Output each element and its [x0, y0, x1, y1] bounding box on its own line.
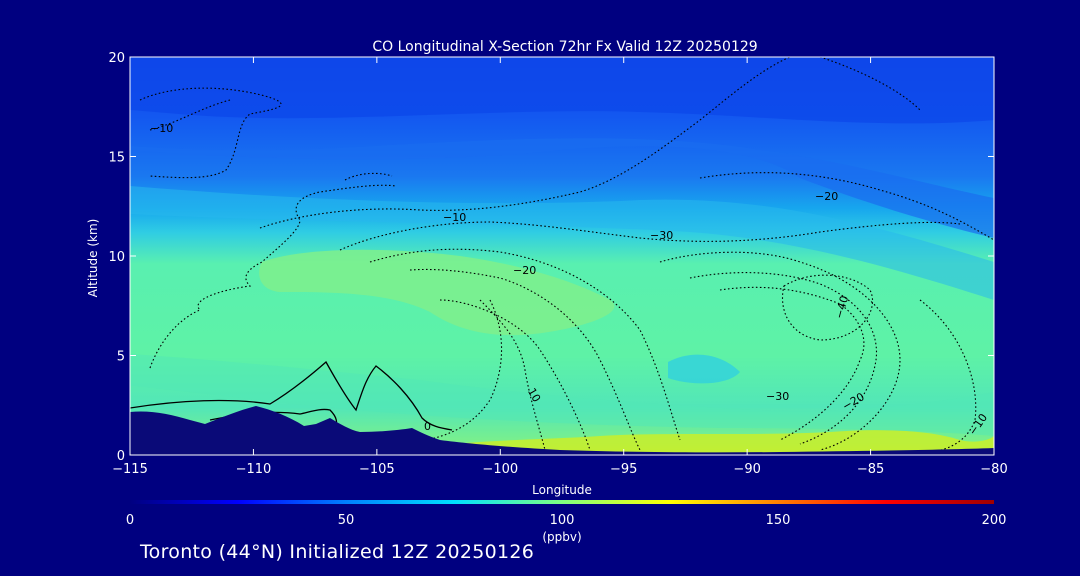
colorbar-tick-label: 100 — [550, 513, 575, 528]
contour-line — [149, 184, 397, 369]
zero-contour-line — [130, 360, 453, 431]
contour-line — [344, 172, 393, 181]
contour-line — [919, 299, 977, 453]
y-tick-label: 5 — [117, 350, 125, 365]
x-axis: −115 −110 −105 −100 −95 −90 −85 −80 Longitude — [112, 57, 1008, 497]
co-field-upper-band — [130, 57, 994, 124]
footer-text: Toronto (44°N) Initialized 12Z 20250126 — [140, 541, 535, 563]
co-field-midlevel-minimum — [668, 354, 740, 384]
colorbar: 0 50 100 150 200 (ppbv) — [126, 500, 1007, 544]
y-tick-label: 15 — [108, 151, 125, 166]
x-tick-label: −95 — [610, 462, 637, 477]
x-tick-label: −105 — [359, 462, 395, 477]
contour-label: −30 — [650, 229, 673, 242]
co-field-midlevel-maximum — [259, 249, 615, 336]
contour-line — [149, 99, 231, 131]
contour-line — [479, 299, 546, 451]
contour-line — [439, 299, 591, 451]
contour-label: −20 — [815, 190, 838, 203]
colorbar-ticks: 0 50 100 150 200 — [126, 513, 1007, 528]
contour-line — [782, 274, 874, 341]
y-tick-label: 20 — [108, 51, 125, 66]
contour-line — [139, 87, 282, 179]
y-tick-label: 10 — [108, 250, 125, 265]
contour-line — [339, 221, 961, 251]
y-axis: 0 5 10 15 20 Altitude (km) — [86, 51, 994, 464]
x-axis-ticks: −115 −110 −105 −100 −95 −90 −85 −80 — [112, 57, 1008, 477]
contour-line — [369, 248, 681, 441]
contour-label: −30 — [766, 390, 789, 403]
chart-title: CO Longitudinal X-Section 72hr Fx Valid … — [372, 39, 757, 55]
y-axis-label: Altitude (km) — [86, 219, 100, 298]
contour-line — [819, 57, 921, 111]
contour-label: 10 — [525, 386, 543, 405]
terrain — [130, 406, 994, 455]
x-tick-label: −110 — [236, 462, 272, 477]
contour-line — [659, 251, 901, 451]
contour-label: −10 — [150, 122, 173, 135]
co-field-lower-band — [130, 354, 994, 436]
x-tick-label: −115 — [112, 462, 148, 477]
x-tick-label: −80 — [980, 462, 1007, 477]
x-axis-label: Longitude — [532, 483, 592, 497]
co-field-surface-maximum — [420, 430, 994, 455]
colorbar-tick-label: 200 — [982, 513, 1007, 528]
colorbar-tick-label: 0 — [126, 513, 134, 528]
y-tick-label: 0 — [117, 449, 125, 464]
colorbar-tick-label: 50 — [338, 513, 355, 528]
contour-line — [409, 268, 641, 451]
contour-label: −40 — [833, 294, 852, 320]
x-tick-label: −100 — [482, 462, 518, 477]
contour-line — [259, 57, 791, 229]
contour-label: −20 — [513, 264, 536, 277]
colorbar-tick-label: 150 — [766, 513, 791, 528]
contour-line — [699, 172, 994, 241]
colorbar-unit-label: (ppbv) — [542, 530, 581, 544]
x-tick-label: −85 — [857, 462, 884, 477]
contour-label: −10 — [443, 211, 466, 224]
x-tick-label: −90 — [733, 462, 760, 477]
contour-line — [719, 286, 865, 441]
plot-area: −10 −10 −20 −30 −20 −40 −30 −20 −10 10 0 — [130, 57, 994, 455]
contour-line — [689, 272, 878, 445]
co-field-upper-band — [130, 138, 994, 238]
colorbar-ramp — [130, 500, 994, 504]
y-axis-ticks: 0 5 10 15 20 — [108, 51, 994, 464]
contour-label: 0 — [424, 420, 431, 433]
co-field-upper-band — [130, 186, 994, 300]
